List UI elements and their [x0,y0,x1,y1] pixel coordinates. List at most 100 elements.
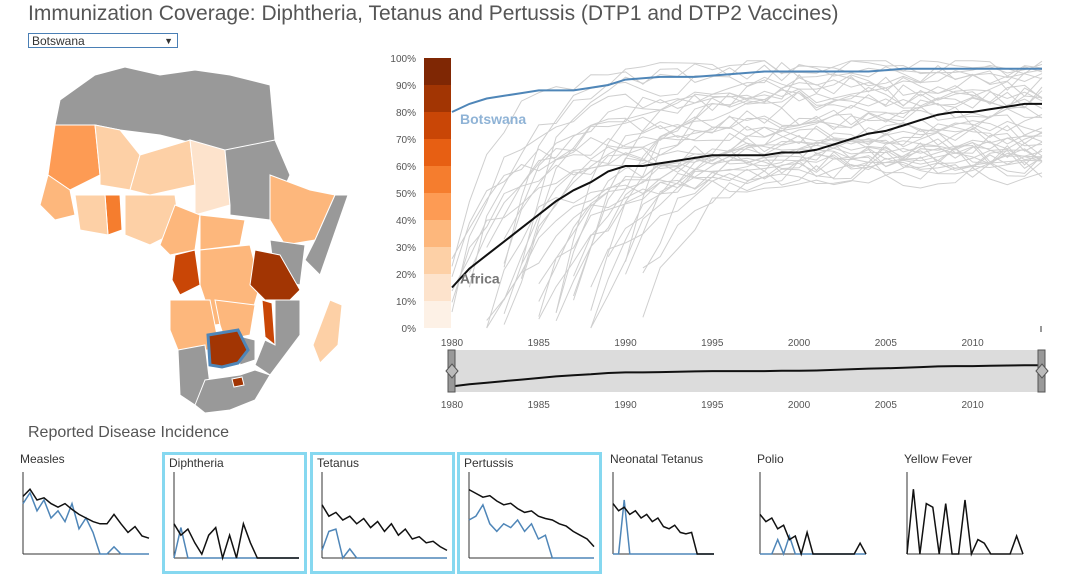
brush-x-tick-label: 2000 [788,400,811,411]
page-title: Immunization Coverage: Diphtheria, Tetan… [28,2,839,25]
country-lines[interactable] [451,60,1043,329]
highlight-lines[interactable]: Botswana Africa [451,67,1042,289]
map-region-madagascar[interactable] [312,299,343,364]
color-scale-swatch [424,220,451,247]
time-brush[interactable] [445,349,1049,393]
country-line [451,144,1043,277]
x-tick-label: 1995 [701,338,724,349]
country-line [503,125,1043,264]
color-scale-swatch [424,58,451,85]
country-line [451,148,1043,303]
mini-chart-neonatal-tetanus[interactable]: Neonatal Tetanus [608,452,718,574]
brush-africa-line [451,364,1042,388]
color-scale-swatch [424,85,451,112]
map-region-congo[interactable] [171,249,201,296]
country-line [573,60,1043,301]
x-tick-label: 2000 [788,338,811,349]
mini-chart-tetanus[interactable]: Tetanus [310,452,455,574]
y-tick-label: 100% [390,54,416,65]
country-line [451,64,1043,267]
country-line [451,132,1043,259]
mini-chart-label: Measles [20,452,65,466]
x-axis: 1980 1985 1990 1995 2000 2005 2010 [441,326,1042,349]
brush-handle-right[interactable] [1035,349,1049,393]
mini-chart-selected-border [162,452,307,574]
y-tick-label: 90% [396,81,416,92]
series-label-botswana: Botswana [460,111,526,127]
section-title: Reported Disease Incidence [28,424,230,441]
country-line [642,161,1043,318]
mini-chart-diphtheria[interactable]: Diphtheria [162,452,307,574]
country-line [503,84,1043,314]
country-line [642,95,1043,274]
map-region-malawi[interactable] [261,299,276,347]
color-scale-swatch [424,112,451,139]
country-select[interactable]: Botswana ▼ [28,33,178,48]
country-line [468,73,1043,288]
map-region-lesotho[interactable] [231,376,245,388]
y-axis: 0% 10% 20% 30% 40% 50% 60% 70% 80% 90% 100% [390,54,416,335]
mini-africa-line [173,521,299,561]
map-region-mauritania[interactable] [47,124,101,191]
mini-chart-label: Yellow Fever [904,452,973,466]
mini-chart-plot [22,472,150,555]
africa-map[interactable] [0,45,360,415]
mini-chart-polio[interactable]: Polio [755,452,870,574]
country-line [625,75,1043,262]
mini-chart-selected-border [457,452,602,574]
color-scale-swatch [424,166,451,193]
map-region-cameroon[interactable] [159,204,201,256]
series-line-africa [451,102,1042,289]
country-line [503,113,1043,240]
mini-chart-label: Tetanus [317,456,360,470]
country-line [538,106,1043,317]
mini-africa-line [906,489,1024,557]
map-region-mozambique[interactable] [254,299,301,376]
map-region-somalia[interactable] [304,194,349,276]
mini-country-line [173,527,299,559]
country-line [486,152,1043,321]
country-line [590,98,1043,329]
color-scale-legend [424,58,451,328]
mini-chart-measles[interactable]: Measles [18,452,153,574]
map-region-guinea[interactable] [39,174,76,221]
y-tick-label: 10% [396,297,416,308]
y-tick-label: 70% [396,135,416,146]
brush-x-tick-label: 1990 [614,400,637,411]
country-line [520,60,1043,265]
map-region-botswana[interactable] [206,328,250,369]
map-region-niger[interactable] [129,139,196,196]
x-tick-label: 1985 [528,338,551,349]
y-tick-label: 50% [396,189,416,200]
country-line [625,131,1043,275]
mini-country-line [468,503,594,559]
country-line [486,167,1043,329]
mini-chart-label: Diphtheria [169,456,224,470]
series-line-botswana [451,67,1042,113]
brush-x-tick-label: 2005 [875,400,898,411]
map-region-car[interactable] [199,214,246,251]
country-line [607,138,1043,258]
brush-handle-left[interactable] [445,349,459,393]
country-line [555,87,1043,313]
mini-africa-line [612,503,714,555]
coverage-chart[interactable]: 0% 10% 20% 30% 40% 50% 60% 70% 80% 90% 100% Botswa… [385,48,1050,413]
y-tick-label: 20% [396,270,416,281]
map-region-chad[interactable] [189,139,231,216]
map-region-cote-divoire[interactable] [74,194,109,236]
brush-x-tick-label: 1995 [701,400,724,411]
mini-africa-line [321,504,448,552]
color-scale-swatch [424,193,451,220]
country-line [503,115,1043,325]
mini-chart-pertussis[interactable]: Pertussis [457,452,602,574]
country-line [520,86,1043,279]
mini-chart-label: Pertussis [464,456,514,470]
country-select-value: Botswana [32,34,85,48]
mini-chart-plot [612,472,714,555]
brush-x-tick-label: 1985 [528,400,551,411]
y-tick-label: 30% [396,243,416,254]
mini-chart-yellow-fever[interactable]: Yellow Fever [902,452,1027,574]
x-tick-label: 1990 [614,338,637,349]
map-region-south-africa[interactable] [194,369,271,414]
mini-chart-plot [759,472,867,557]
